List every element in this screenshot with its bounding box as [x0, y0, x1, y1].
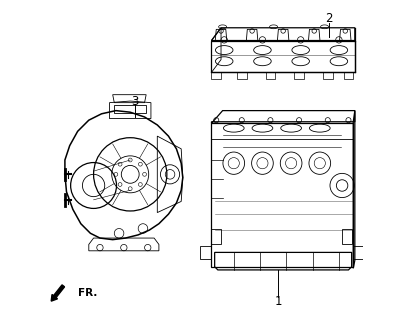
FancyArrow shape — [51, 285, 65, 301]
Text: 1: 1 — [275, 295, 282, 308]
Text: 2: 2 — [326, 12, 333, 25]
Text: FR.: FR. — [78, 288, 97, 298]
Text: 3: 3 — [131, 94, 139, 108]
